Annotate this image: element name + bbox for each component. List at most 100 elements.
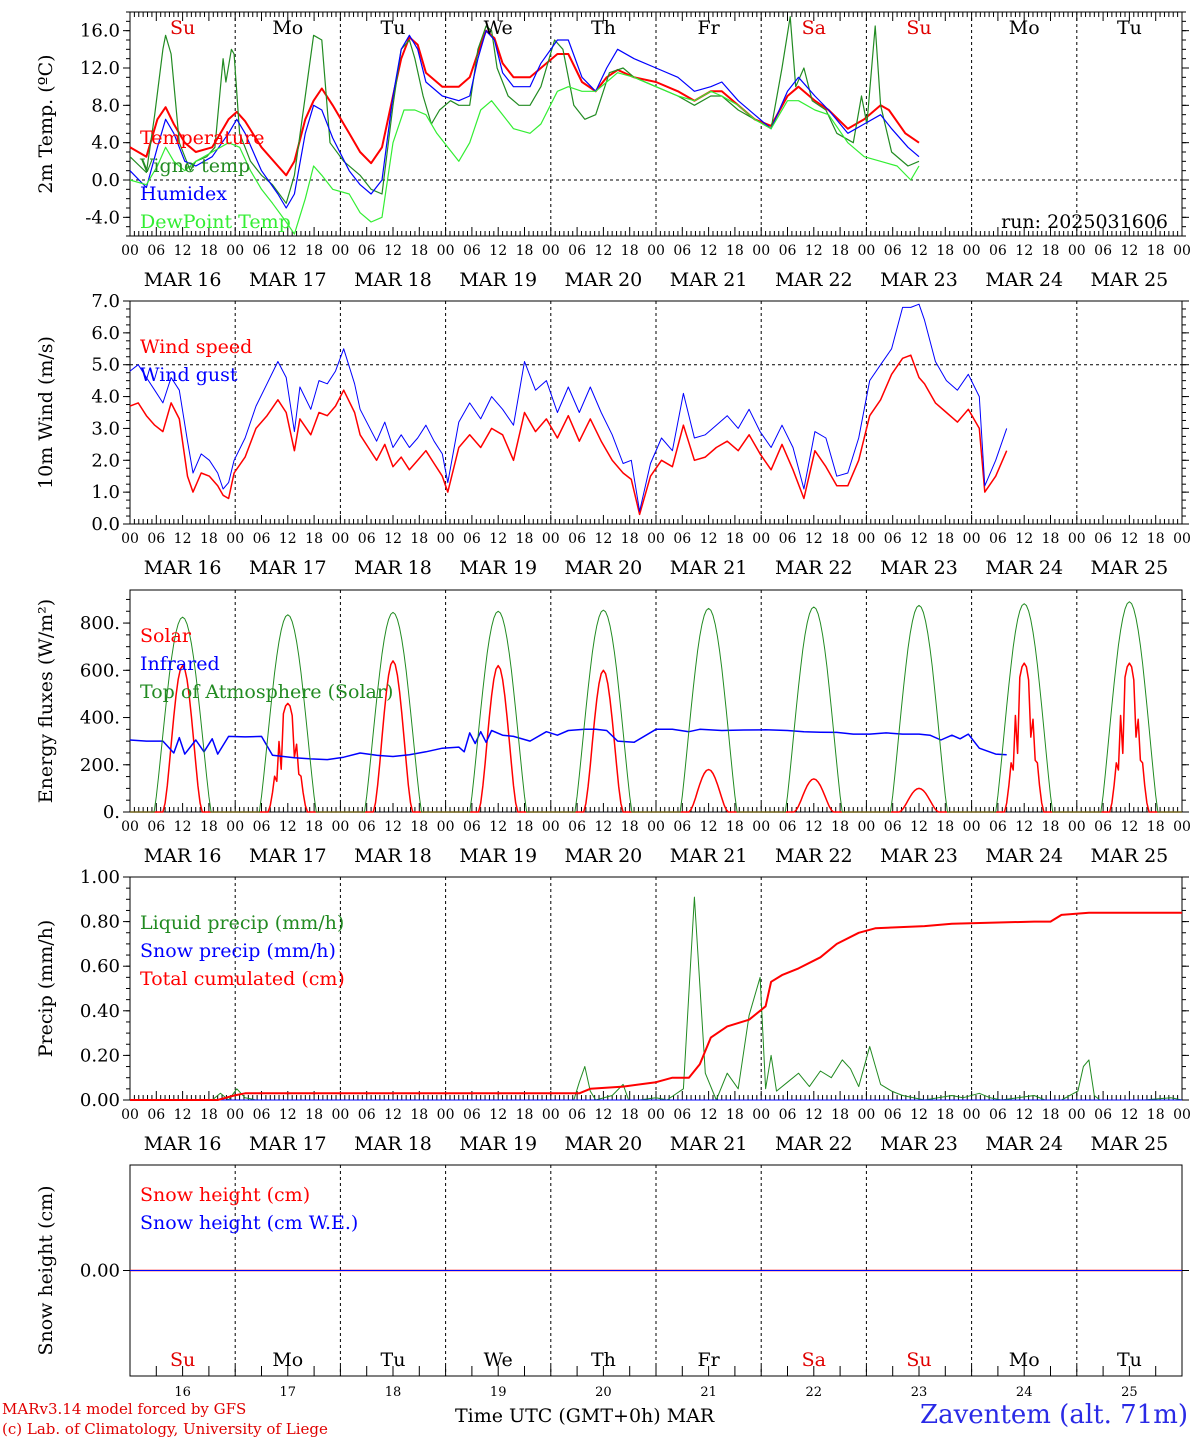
legend-label: Liquid precip (mm/h) (140, 912, 344, 934)
hour-tick-label: 06 (673, 1107, 691, 1123)
hour-tick-label: 06 (568, 243, 586, 259)
y-tick-label: 800. (80, 613, 120, 634)
y-axis-label: Snow height (cm) (35, 1185, 57, 1355)
hour-tick-label: 12 (384, 243, 402, 259)
panel-flux: 0. 200. 400. 600. 800. Energy fluxes (W/m²) So… (35, 589, 1191, 867)
y-tick-label: 0.60 (80, 956, 120, 977)
date-label: MAR 21 (670, 557, 748, 579)
hour-tick-label: 06 (884, 531, 902, 547)
hour-tick-label: 06 (463, 243, 481, 259)
date-label: MAR 24 (985, 557, 1063, 579)
y-axis-label: 2m Temp. (ºC) (35, 54, 57, 193)
model-credit: MARv3.14 model forced by GFS (2, 1400, 247, 1418)
weekday-label: Fr (697, 17, 720, 39)
hour-tick-label: 18 (410, 1107, 428, 1123)
date-label: MAR 25 (1091, 269, 1169, 291)
date-label: MAR 18 (354, 557, 432, 579)
legend-label: Humidex (140, 183, 227, 205)
hour-tick-label: 18 (936, 243, 954, 259)
hour-tick-label: 12 (1120, 819, 1138, 835)
date-label: MAR 19 (459, 1133, 537, 1155)
panel-precip: 0.00 0.20 0.40 0.60 0.80 1.00 Precip (mm/h) Liq… (35, 867, 1191, 1155)
day-number-label: 19 (490, 1385, 507, 1400)
hour-tick-label: 06 (989, 819, 1007, 835)
date-label: MAR 22 (775, 845, 853, 867)
date-label: MAR 17 (249, 845, 327, 867)
hour-tick-label: 06 (1094, 819, 1112, 835)
hour-tick-label: 18 (831, 819, 849, 835)
hour-tick-label: 18 (831, 531, 849, 547)
hour-tick-label: 06 (673, 819, 691, 835)
hour-tick-label: 00 (331, 243, 349, 259)
legend-label: Infrared (140, 653, 220, 675)
hour-tick-label: 12 (1015, 243, 1033, 259)
legend-label: Wind gust (140, 364, 238, 386)
hour-tick-label: 06 (1094, 243, 1112, 259)
hour-tick-label: 18 (305, 819, 323, 835)
hour-tick-label: 12 (174, 243, 192, 259)
legend-label: Solar (140, 625, 192, 647)
hour-tick-label: 12 (805, 1107, 823, 1123)
hour-tick-label: 12 (1120, 1107, 1138, 1123)
hour-tick-label: 18 (621, 819, 639, 835)
panel-wind: 0.0 1.0 2.0 3.0 4.0 5.0 6.0 7.0 10m Wind (m/s) Wi… (35, 291, 1191, 579)
hour-tick-label: 06 (989, 1107, 1007, 1123)
x-axis-label: Time UTC (GMT+0h) (455, 1405, 661, 1427)
hour-tick-label: 12 (805, 819, 823, 835)
hour-tick-label: 00 (226, 531, 244, 547)
hour-tick-label: 06 (673, 531, 691, 547)
hour-tick-label: 12 (594, 819, 612, 835)
date-label: MAR 25 (1091, 1133, 1169, 1155)
series-line-humidex (129, 30, 920, 209)
hour-tick-label: 06 (253, 531, 271, 547)
y-tick-label: 0.00 (80, 1261, 120, 1282)
hour-tick-label: 06 (147, 819, 165, 835)
month-label: MAR (666, 1405, 715, 1427)
hour-tick-label: 06 (779, 1107, 797, 1123)
hour-tick-label: 06 (463, 1107, 481, 1123)
hour-tick-label: 18 (831, 1107, 849, 1123)
y-tick-label: 1.00 (80, 867, 120, 888)
hour-tick-label: 00 (121, 531, 139, 547)
weekday-label: Fr (697, 1349, 720, 1371)
hour-tick-label: 06 (358, 531, 376, 547)
hour-tick-label: 00 (647, 531, 665, 547)
hour-tick-label: 00 (647, 1107, 665, 1123)
run-label: run: 2025031606 (1001, 211, 1168, 233)
hour-tick-label: 06 (463, 531, 481, 547)
hour-tick-label: 18 (1147, 531, 1165, 547)
date-label: MAR 18 (354, 1133, 432, 1155)
hour-tick-label: 12 (700, 1107, 718, 1123)
hour-tick-label: 18 (621, 1107, 639, 1123)
hour-tick-label: 00 (1173, 819, 1191, 835)
y-tick-label: 400. (80, 708, 120, 729)
legend-label: Vigne temp (139, 155, 250, 177)
y-tick-label: 5.0 (91, 355, 120, 376)
hour-tick-label: 12 (174, 531, 192, 547)
hour-tick-label: 00 (647, 819, 665, 835)
hour-tick-label: 12 (1015, 1107, 1033, 1123)
hour-tick-label: 00 (331, 819, 349, 835)
hour-tick-label: 12 (384, 531, 402, 547)
date-label: MAR 18 (354, 269, 432, 291)
y-tick-label: 0.20 (80, 1045, 120, 1066)
y-tick-label: 4.0 (91, 387, 120, 408)
legend-label: Snow precip (mm/h) (140, 940, 336, 962)
hour-tick-label: 00 (752, 1107, 770, 1123)
weekday-label: Su (170, 17, 195, 39)
hour-tick-label: 12 (174, 819, 192, 835)
day-number-label: 18 (385, 1385, 402, 1400)
y-tick-label: 7.0 (91, 291, 120, 312)
hour-tick-label: 12 (594, 243, 612, 259)
hour-tick-label: 06 (884, 819, 902, 835)
weekday-label: Sa (802, 17, 826, 39)
y-tick-label: 200. (80, 755, 120, 776)
weekday-label: Mo (272, 17, 303, 39)
y-tick-label: 0.0 (91, 170, 120, 191)
date-label: MAR 23 (880, 845, 958, 867)
hour-tick-label: 12 (279, 1107, 297, 1123)
hour-tick-label: 18 (200, 243, 218, 259)
hour-tick-label: 00 (963, 531, 981, 547)
hour-tick-label: 06 (884, 243, 902, 259)
hour-tick-label: 18 (1042, 819, 1060, 835)
